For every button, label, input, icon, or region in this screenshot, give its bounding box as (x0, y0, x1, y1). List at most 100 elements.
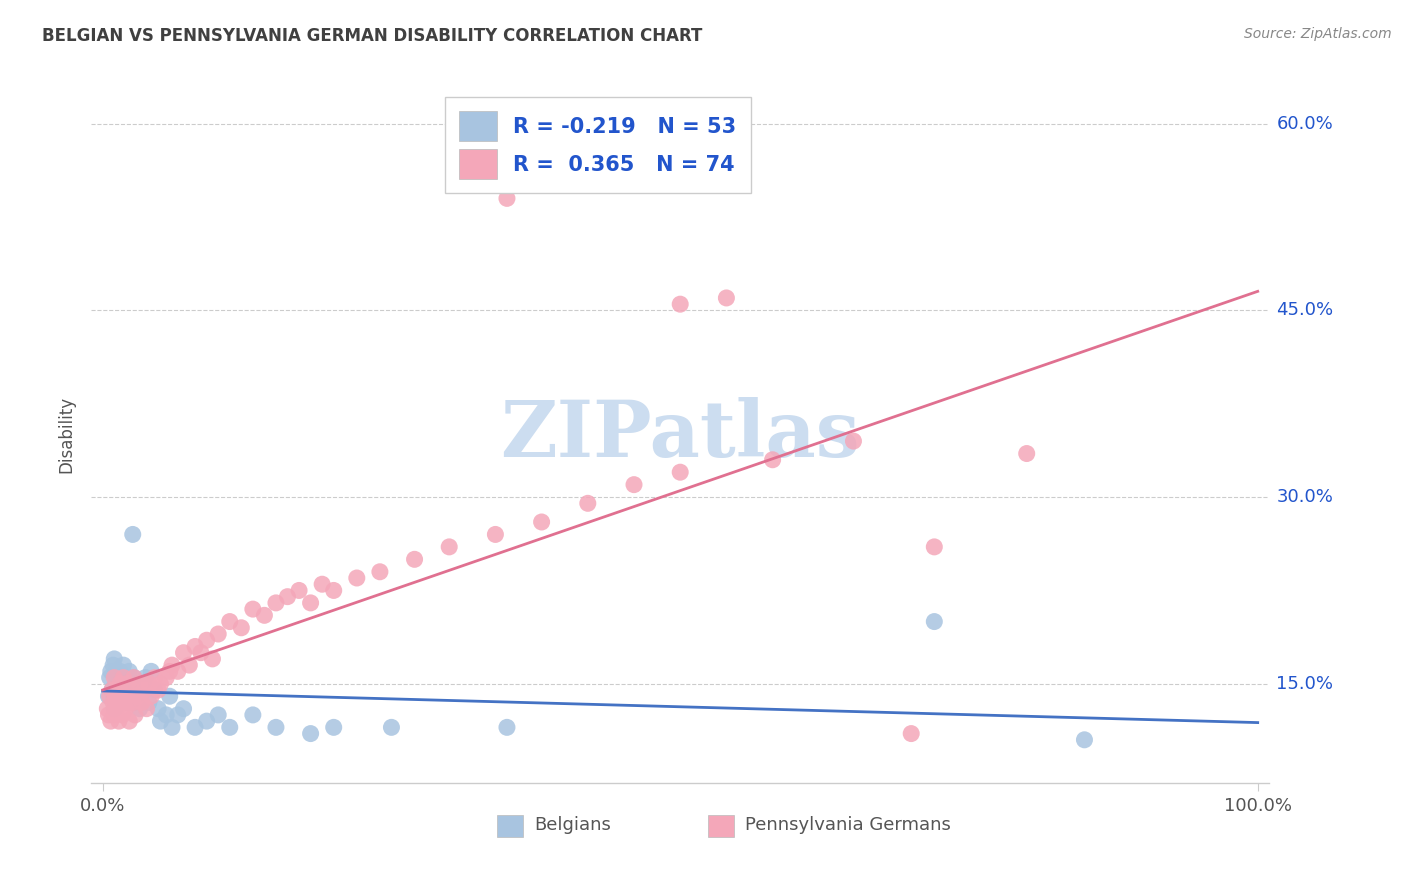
Point (105, 665, 128, 679)
Text: 60.0%: 60.0% (1277, 115, 1333, 133)
Point (311, 577, 333, 591)
Point (128, 677, 150, 691)
Y-axis label: Disability: Disability (58, 396, 75, 474)
Point (149, 677, 172, 691)
Point (184, 720, 207, 734)
Point (118, 665, 141, 679)
Point (160, 658, 183, 673)
Point (264, 720, 287, 734)
Point (322, 583, 344, 598)
Point (96, 701, 118, 715)
Point (115, 677, 138, 691)
Point (288, 583, 311, 598)
Point (122, 671, 145, 685)
Point (111, 690, 134, 704)
Point (110, 683, 132, 698)
Point (173, 701, 195, 715)
Point (484, 527, 506, 541)
Point (108, 696, 131, 710)
Point (166, 665, 188, 679)
Text: 30.0%: 30.0% (1277, 488, 1333, 506)
Point (924, 540, 946, 554)
Point (97, 690, 120, 704)
Point (159, 690, 181, 704)
Point (138, 696, 160, 710)
Point (437, 540, 460, 554)
Point (184, 640, 207, 654)
Point (127, 690, 149, 704)
Text: ZIPatlas: ZIPatlas (501, 397, 860, 473)
Point (496, 191, 519, 205)
Point (121, 683, 143, 698)
Point (100, 714, 122, 728)
Point (100, 665, 122, 679)
Point (195, 714, 218, 728)
Point (146, 683, 169, 698)
Point (218, 720, 240, 734)
Point (276, 590, 298, 604)
Point (530, 515, 553, 529)
Point (121, 696, 143, 710)
Point (104, 690, 127, 704)
Point (101, 658, 124, 673)
Point (669, 297, 692, 311)
Point (98, 690, 121, 704)
Point (108, 677, 131, 691)
Point (128, 677, 150, 691)
Point (112, 658, 135, 673)
Point (103, 701, 125, 715)
Point (131, 696, 153, 710)
Point (103, 652, 125, 666)
Point (253, 608, 276, 623)
Point (924, 615, 946, 629)
Point (141, 690, 163, 704)
Point (127, 690, 149, 704)
Point (114, 701, 136, 715)
Point (115, 690, 138, 704)
Text: Belgians: Belgians (534, 816, 610, 834)
Text: Pennsylvania Germans: Pennsylvania Germans (745, 816, 950, 834)
Point (108, 665, 131, 679)
Point (121, 683, 143, 698)
Point (104, 677, 127, 691)
Point (112, 671, 135, 685)
Text: Source: ZipAtlas.com: Source: ZipAtlas.com (1244, 27, 1392, 41)
Point (1015, 446, 1038, 460)
Point (122, 671, 145, 685)
Point (101, 683, 124, 698)
Point (135, 701, 157, 715)
Point (404, 552, 426, 566)
Text: 15.0%: 15.0% (1277, 674, 1333, 693)
Point (117, 696, 139, 710)
Point (207, 627, 229, 641)
Point (108, 696, 131, 710)
Point (103, 671, 125, 685)
Point (299, 726, 322, 740)
Point (264, 596, 287, 610)
Point (118, 714, 141, 728)
Point (842, 434, 865, 448)
Point (190, 646, 212, 660)
Point (111, 707, 134, 722)
Point (762, 452, 785, 467)
Text: BELGIAN VS PENNSYLVANIA GERMAN DISABILITY CORRELATION CHART: BELGIAN VS PENNSYLVANIA GERMAN DISABILIT… (42, 27, 703, 45)
Point (124, 696, 146, 710)
Point (105, 701, 128, 715)
Point (242, 602, 264, 616)
Point (101, 683, 124, 698)
Point (669, 465, 692, 479)
Point (105, 683, 128, 698)
Point (128, 701, 150, 715)
Point (716, 291, 738, 305)
Point (299, 596, 322, 610)
Point (201, 652, 224, 666)
Point (143, 683, 166, 698)
Point (231, 621, 253, 635)
Point (576, 496, 599, 510)
Point (346, 571, 368, 585)
Point (900, 726, 922, 740)
Text: 45.0%: 45.0% (1277, 301, 1333, 319)
Point (108, 677, 131, 691)
Point (155, 671, 177, 685)
Point (97, 707, 120, 722)
